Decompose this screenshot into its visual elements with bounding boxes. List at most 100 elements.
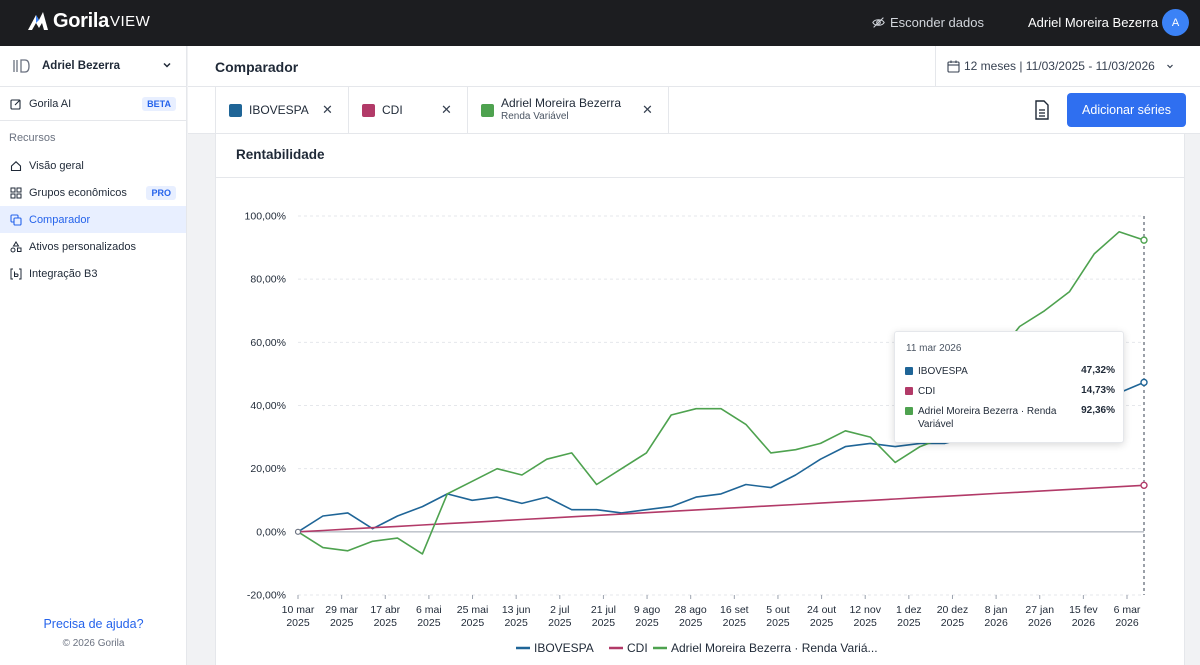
page-title: Comparador <box>215 59 299 75</box>
x-tick-label: 28 ago <box>675 604 707 616</box>
copyright: © 2026 Gorila <box>62 638 125 649</box>
tooltip-series-value: 47,32% <box>1081 365 1115 376</box>
tooltip-series-value: 14,73% <box>1081 385 1115 396</box>
series-line <box>297 484 1145 533</box>
gorila-logo-icon <box>28 12 48 30</box>
x-tick-label: 2025 <box>941 617 965 629</box>
tooltip-row: Adriel Moreira Bezerra · Renda Variável … <box>905 405 1115 431</box>
date-range-selector[interactable]: 12 meses | 11/03/2025 - 11/03/2026 <box>935 46 1200 86</box>
section-label: Recursos <box>9 132 56 144</box>
x-tick-label: 2025 <box>635 617 659 629</box>
logo[interactable]: Gorila VIEW <box>26 9 150 33</box>
sidebar-item-grupos-economicos[interactable]: Grupos econômicos PRO <box>0 179 186 206</box>
series-swatch <box>481 103 494 117</box>
close-icon[interactable]: ✕ <box>642 102 653 117</box>
series-label: Adriel Moreira Bezerra <box>501 96 622 110</box>
account-selector[interactable]: Adriel Bezerra <box>0 46 186 87</box>
x-tick-label: 5 out <box>766 604 789 616</box>
help-link[interactable]: Precisa de ajuda? <box>43 617 144 631</box>
add-series-button[interactable]: Adicionar séries <box>1067 93 1186 127</box>
tooltip-series-name: Adriel Moreira Bezerra · Renda Variável <box>918 406 1057 430</box>
close-icon[interactable]: ✕ <box>441 102 452 117</box>
series-swatch <box>362 103 375 117</box>
chevron-down-icon <box>1166 64 1173 69</box>
x-tick-label: 10 mar <box>282 604 315 616</box>
y-tick-label: 20,00% <box>250 463 286 475</box>
x-tick-label: 2025 <box>548 617 572 629</box>
x-tick-label: 24 out <box>807 604 836 616</box>
x-tick-label: 21 jul <box>591 604 616 616</box>
avatar[interactable]: A <box>1162 9 1189 36</box>
x-tick-label: 1 dez <box>896 604 922 616</box>
y-tick-label: -20,00% <box>247 590 286 602</box>
document-icon[interactable] <box>1034 100 1050 120</box>
hide-data-label: Esconder dados <box>890 15 984 30</box>
chevron-down-icon <box>163 62 171 68</box>
x-tick-label: 2026 <box>1115 617 1139 629</box>
x-tick-label: 9 ago <box>634 604 660 616</box>
x-tick-label: 2025 <box>330 617 354 629</box>
ai-edit-icon <box>10 98 21 110</box>
x-tick-label: 2 jul <box>550 604 569 616</box>
series-bar: IBOVESPA ✕ CDI ✕ Adriel Moreira Bezerra … <box>188 87 1200 134</box>
x-tick-label: 2025 <box>810 617 834 629</box>
sidebar-item-label: Ativos personalizados <box>29 240 137 253</box>
x-tick-label: 2025 <box>854 617 878 629</box>
series-swatch <box>229 103 242 117</box>
tooltip-series-name: IBOVESPA <box>918 366 968 377</box>
page-header: Comparador 12 meses | 11/03/2025 - 11/03… <box>188 46 1200 87</box>
x-tick-label: 2025 <box>723 617 747 629</box>
sidebar-item-ativos-personalizados[interactable]: Ativos personalizados <box>0 233 186 260</box>
x-tick-label: 15 fev <box>1069 604 1098 616</box>
hide-data-button[interactable]: Esconder dados <box>872 15 984 30</box>
x-tick-label: 6 mai <box>416 604 442 616</box>
shapes-icon <box>10 240 22 252</box>
y-tick-label: 60,00% <box>250 337 286 349</box>
user-name[interactable]: Adriel Moreira Bezerra <box>1028 15 1159 30</box>
sidebar-item-integracao-b3[interactable]: Integração B3 <box>0 260 186 287</box>
legend-label: IBOVESPA <box>534 641 594 655</box>
series-swatch <box>905 367 913 375</box>
x-tick-label: 2025 <box>766 617 790 629</box>
x-tick-label: 2026 <box>1028 617 1052 629</box>
logo-sub-text: VIEW <box>110 12 151 30</box>
x-tick-label: 2025 <box>897 617 921 629</box>
pro-badge: PRO <box>146 185 176 200</box>
x-tick-label: 20 dez <box>937 604 969 616</box>
series-end-point <box>1140 378 1148 387</box>
tooltip-date: 11 mar 2026 <box>906 343 962 354</box>
x-tick-label: 16 set <box>720 604 749 616</box>
sidebar-item-label: Visão geral <box>29 159 84 172</box>
series-end-point <box>1140 236 1148 244</box>
sidebar-item-visao-geral[interactable]: Visão geral <box>0 152 186 179</box>
legend-label: CDI <box>627 641 648 655</box>
sidebar-item-label: Comparador <box>29 213 91 226</box>
sidebar-item-label: Grupos econômicos <box>29 186 127 199</box>
x-tick-label: 25 mai <box>457 604 489 616</box>
x-tick-label: 2025 <box>374 617 398 629</box>
grid-icon <box>10 187 22 198</box>
series-start-point <box>294 528 302 535</box>
series-swatch <box>905 387 913 395</box>
x-tick-label: 2025 <box>504 617 528 629</box>
sidebar-item-comparador[interactable]: Comparador <box>0 206 186 233</box>
x-tick-label: 2025 <box>592 617 616 629</box>
x-tick-label: 12 nov <box>849 604 881 616</box>
series-chip-portfolio[interactable]: Adriel Moreira Bezerra Renda Variável ✕ <box>467 87 669 133</box>
series-end-point <box>1140 481 1148 490</box>
x-tick-label: 13 jun <box>502 604 531 616</box>
tooltip-series-name: CDI <box>918 386 936 397</box>
series-sublabel: Renda Variável <box>501 111 569 122</box>
x-tick-label: 8 jan <box>985 604 1008 616</box>
series-label: CDI <box>382 103 403 117</box>
sidebar-item-gorila-ai[interactable]: Gorila AI BETA <box>0 87 186 121</box>
y-tick-label: 80,00% <box>250 274 286 286</box>
series-chip-cdi[interactable]: CDI ✕ <box>348 87 467 133</box>
close-icon[interactable]: ✕ <box>322 102 333 117</box>
series-chip-ibovespa[interactable]: IBOVESPA ✕ <box>215 87 348 133</box>
series-label: IBOVESPA <box>249 103 309 117</box>
tooltip-series-value: 92,36% <box>1081 405 1115 416</box>
x-tick-label: 2025 <box>461 617 485 629</box>
x-tick-label: 17 abr <box>370 604 400 616</box>
b3-icon <box>10 268 22 279</box>
